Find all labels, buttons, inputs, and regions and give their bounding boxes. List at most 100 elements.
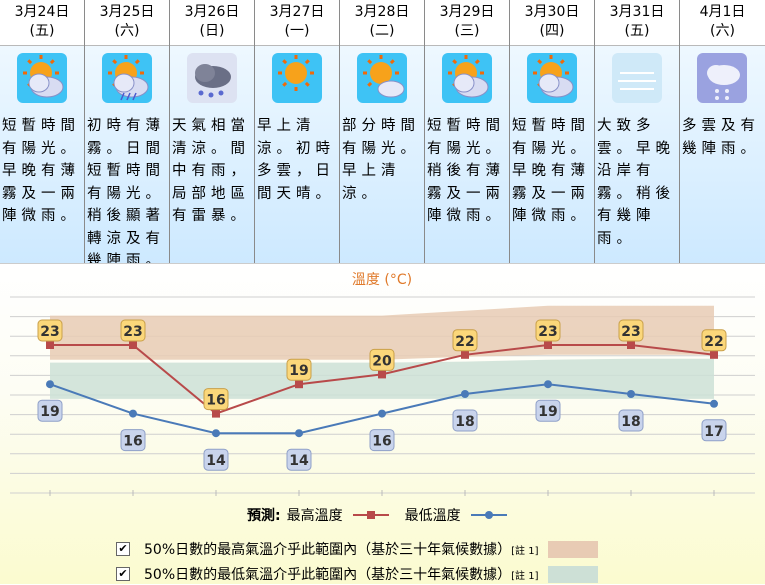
min-temp-label: 19 bbox=[40, 404, 59, 420]
day-description: 短暫時間有陽光。早晚有薄霧及一兩陣微雨。 bbox=[512, 118, 590, 224]
legend-prefix: 預測: bbox=[247, 508, 281, 524]
min-temp-label-bg bbox=[203, 448, 229, 471]
band-max-checkbox[interactable]: ✔ bbox=[116, 542, 130, 556]
max-temp-label-bg bbox=[618, 319, 644, 342]
max-temp-label-bg bbox=[369, 348, 395, 371]
max-temp-label: 23 bbox=[621, 324, 640, 340]
min-temp-label-bg bbox=[120, 429, 146, 452]
day-description: 部分時間有陽光。早上清涼。 bbox=[342, 118, 420, 202]
sunny-periods-icon bbox=[357, 53, 407, 103]
max-temp-label: 23 bbox=[123, 324, 142, 340]
legend-min-label: 最低溫度 bbox=[404, 508, 461, 524]
day-description: 早上清涼。初時多雲，日間天晴。 bbox=[257, 118, 335, 202]
min-temp-point bbox=[212, 429, 220, 438]
heavy-showers-icon bbox=[187, 53, 237, 103]
day-weekday: (日) bbox=[199, 23, 225, 39]
max-temp-point bbox=[544, 341, 552, 349]
sunny-periods-cloud-icon bbox=[17, 53, 67, 103]
day-weekday: (一) bbox=[284, 23, 310, 39]
day-weekday: (二) bbox=[369, 23, 395, 39]
min-temp-label-bg bbox=[535, 399, 561, 422]
day-column: 4月1日 (六) 多雲及有幾陣雨。 bbox=[680, 0, 765, 263]
min-temp-label: 16 bbox=[372, 434, 391, 450]
day-date: 4月1日 bbox=[699, 4, 746, 20]
legend-max-label: 最高溫度 bbox=[286, 508, 343, 524]
max-temp-label: 23 bbox=[40, 324, 59, 340]
day-header: 3月27日 (一) bbox=[255, 0, 339, 46]
min-temp-label-bg bbox=[369, 429, 395, 452]
max-temp-label: 16 bbox=[206, 393, 225, 409]
band-min-swatch bbox=[548, 565, 599, 583]
sunny-periods-cloud-icon bbox=[527, 53, 577, 103]
min-temp-point bbox=[461, 390, 469, 398]
max-temp-point bbox=[461, 350, 469, 359]
max-temp-label-bg bbox=[120, 319, 146, 342]
min-temp-point bbox=[627, 390, 635, 398]
day-column: 3月25日 (六) 初時有薄霧。日間短暫時間有陽光。稍後顯著轉涼及有幾陣雨。 bbox=[85, 0, 170, 269]
band-max-note: [註 1] bbox=[511, 545, 539, 557]
day-date: 3月30日 bbox=[524, 4, 580, 20]
band-max-swatch bbox=[548, 540, 599, 558]
mist-icon bbox=[612, 53, 662, 103]
min-temp-label: 18 bbox=[455, 414, 474, 430]
max-temp-label: 23 bbox=[538, 324, 557, 340]
day-column: 3月28日 (二) 部分時間有陽光。早上清涼。 bbox=[340, 0, 425, 263]
legend-max-marker bbox=[352, 511, 389, 519]
min-temp-point bbox=[46, 380, 54, 389]
sunny-periods-cloud-icon bbox=[442, 53, 492, 103]
day-date: 3月25日 bbox=[99, 4, 155, 20]
min-temp-point bbox=[544, 380, 552, 389]
band-max-legend[interactable]: ✔ 50%日數的最高氣溫介乎此範圍內（基於三十年氣候數據） [註 1] bbox=[116, 539, 599, 559]
temperature-chart: 溫度 (°C) 23 23 16 19 20 22 23 23 22 19 16 14 14 16 18 19 1… bbox=[0, 263, 765, 584]
day-date: 3月26日 bbox=[184, 4, 240, 20]
day-date: 3月29日 bbox=[439, 4, 495, 20]
day-date: 3月24日 bbox=[14, 4, 70, 20]
day-column: 3月26日 (日) 天氣相當清涼。間中有雨，局部地區有雷暴。 bbox=[170, 0, 255, 263]
band-min-label: 50%日數的最低氣溫介乎此範圍內（基於三十年氣候數據） bbox=[144, 567, 512, 583]
day-description: 初時有薄霧。日間短暫時間有陽光。稍後顯著轉涼及有幾陣雨。 bbox=[87, 118, 165, 269]
min-temp-label: 14 bbox=[206, 453, 226, 469]
max-temp-label-bg bbox=[203, 388, 229, 411]
max-temp-point bbox=[378, 370, 386, 379]
min-temp-point bbox=[295, 429, 303, 438]
min-temp-label: 19 bbox=[538, 404, 557, 420]
day-column: 3月27日 (一) 早上清涼。初時多雲，日間天晴。 bbox=[255, 0, 340, 263]
day-description: 天氣相當清涼。間中有雨，局部地區有雷暴。 bbox=[172, 118, 250, 224]
band-min-note: [註 1] bbox=[511, 570, 539, 582]
min-temp-point bbox=[129, 409, 137, 418]
min-temp-label: 18 bbox=[621, 414, 640, 430]
day-date: 3月28日 bbox=[354, 4, 410, 20]
min-temp-label-bg bbox=[701, 419, 727, 442]
min-temp-label-bg bbox=[452, 409, 478, 432]
day-column: 3月30日 (四) 短暫時間有陽光。早晚有薄霧及一兩陣微雨。 bbox=[510, 0, 595, 263]
sunny-periods-showers-icon bbox=[102, 53, 152, 103]
day-weekday: (五) bbox=[624, 23, 650, 39]
day-header: 3月31日 (五) bbox=[595, 0, 679, 46]
min-temp-label-bg bbox=[37, 399, 63, 422]
band-min-checkbox[interactable]: ✔ bbox=[116, 567, 130, 581]
max-temp-label-bg bbox=[535, 319, 561, 342]
max-temp-point bbox=[129, 341, 137, 349]
max-temp-point bbox=[627, 341, 635, 349]
max-temp-label-bg bbox=[37, 319, 63, 342]
day-weekday: (三) bbox=[454, 23, 480, 39]
min-temp-label-bg bbox=[286, 448, 312, 471]
day-header: 3月25日 (六) bbox=[85, 0, 169, 46]
day-weekday: (六) bbox=[114, 23, 140, 39]
day-description: 短暫時間有陽光。早晚有薄霧及一兩陣微雨。 bbox=[2, 118, 80, 224]
max-temp-label: 20 bbox=[372, 353, 392, 369]
max-temp-point bbox=[212, 409, 220, 418]
max-temp-label-bg bbox=[701, 329, 727, 352]
max-temp-label: 22 bbox=[455, 334, 474, 350]
band-min-legend[interactable]: ✔ 50%日數的最低氣溫介乎此範圍內（基於三十年氣候數據） [註 1] bbox=[116, 564, 599, 584]
day-description: 大致多雲。早晚沿岸有霧。稍後有幾陣雨。 bbox=[597, 118, 675, 247]
day-header: 4月1日 (六) bbox=[680, 0, 765, 46]
day-date: 3月31日 bbox=[609, 4, 665, 20]
max-temp-point bbox=[710, 350, 718, 359]
min-temp-label-bg bbox=[618, 409, 644, 432]
day-column: 3月31日 (五) 大致多雲。早晚沿岸有霧。稍後有幾陣雨。 bbox=[595, 0, 680, 263]
day-column: 3月24日 (五) 短暫時間有陽光。早晚有薄霧及一兩陣微雨。 bbox=[0, 0, 85, 263]
max-temp-point bbox=[295, 380, 303, 389]
day-weekday: (五) bbox=[29, 23, 55, 39]
day-header: 3月26日 (日) bbox=[170, 0, 254, 46]
